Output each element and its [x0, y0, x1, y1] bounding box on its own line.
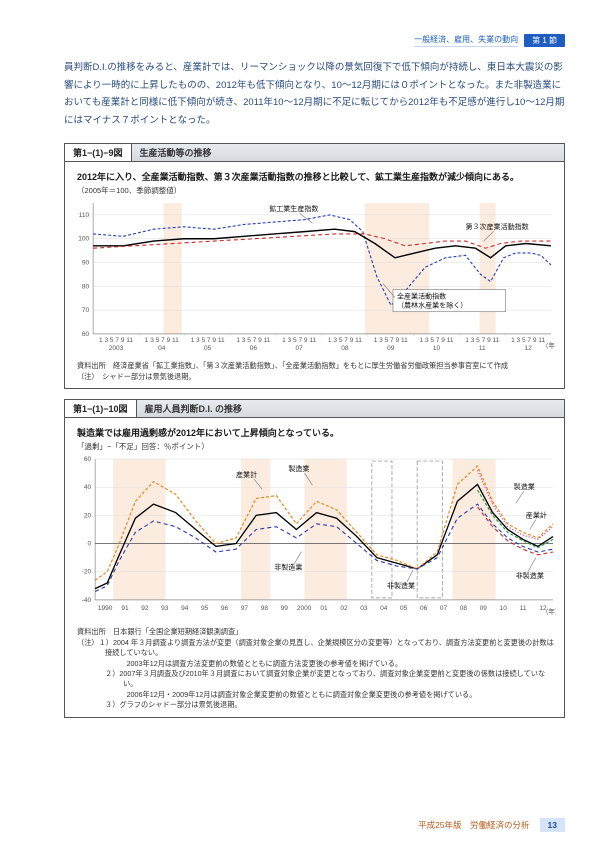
svg-text:（農林水産業を除く）: （農林水産業を除く）	[397, 301, 467, 310]
svg-text:110: 110	[79, 212, 90, 219]
fig1-unit: （2005年＝100、季節調整値）	[77, 185, 556, 196]
svg-text:05: 05	[204, 345, 212, 352]
svg-text:1990: 1990	[98, 605, 113, 612]
fig2-unit: 「過剰」−「不足」回答：％ポイント）	[77, 441, 556, 452]
svg-text:1 3 5 7 9 11: 1 3 5 7 9 11	[465, 337, 499, 344]
fig2-chart: -40-200204060 19909192939495969798992000…	[73, 453, 556, 624]
svg-text:04: 04	[380, 605, 388, 612]
svg-text:03: 03	[360, 605, 368, 612]
svg-text:70: 70	[82, 307, 90, 314]
svg-text:第３次産業活動指数: 第３次産業活動指数	[465, 222, 528, 231]
svg-text:1 3 5 7 9 11: 1 3 5 7 9 11	[328, 337, 362, 344]
svg-text:09: 09	[480, 605, 488, 612]
svg-text:非製造業: 非製造業	[516, 571, 544, 580]
svg-text:96: 96	[221, 605, 229, 612]
svg-text:40: 40	[84, 484, 92, 491]
svg-text:60: 60	[82, 331, 90, 338]
section-badge: 第 1 節	[524, 34, 565, 47]
footer: 平成25年版 労働経済の分析 13	[0, 818, 595, 832]
svg-text:93: 93	[161, 605, 169, 612]
fig1-number: 第1−(1)−9図	[64, 144, 132, 162]
svg-text:92: 92	[141, 605, 149, 612]
svg-text:12: 12	[524, 345, 532, 352]
svg-text:2003: 2003	[109, 345, 124, 352]
svg-text:09: 09	[387, 345, 395, 352]
svg-text:1 3 5 7 9 11: 1 3 5 7 9 11	[419, 337, 453, 344]
svg-text:11: 11	[520, 605, 527, 612]
svg-text:製造業: 製造業	[514, 482, 535, 491]
svg-text:非製造業: 非製造業	[387, 581, 415, 590]
svg-text:05: 05	[400, 605, 408, 612]
fig1-source: 資料出所 経済産業省「鉱工業指数」、「第３次産業活動指数」、「全産業活動指数」を…	[77, 361, 556, 382]
svg-text:60: 60	[84, 456, 92, 463]
fig2-name: 雇用人員判断D.I. の推移	[137, 400, 565, 418]
footer-doc: 平成25年版 労働経済の分析	[418, 819, 529, 831]
svg-text:1 3 5 7 9 11: 1 3 5 7 9 11	[145, 337, 179, 344]
svg-text:鉱工業生産指数: 鉱工業生産指数	[269, 204, 318, 213]
footer-page: 13	[540, 818, 565, 832]
fig1-chart: 60708090100110 20031 3 5 7 9 11041 3 5 7…	[73, 197, 556, 358]
svg-text:90: 90	[82, 260, 90, 267]
svg-text:08: 08	[460, 605, 468, 612]
svg-text:06: 06	[420, 605, 428, 612]
svg-text:1 3 5 7 9 11: 1 3 5 7 9 11	[236, 337, 270, 344]
header-breadcrumb: 一般経済、雇用、失業の動向	[414, 34, 518, 47]
svg-text:07: 07	[296, 345, 304, 352]
fig2-source: 資料出所 日本銀行「全国企業短期経済観測調査」 （注）１）2004 年３月調査よ…	[77, 627, 556, 711]
svg-text:1 3 5 7 9 11: 1 3 5 7 9 11	[511, 337, 545, 344]
svg-text:産業計: 産業計	[526, 511, 547, 520]
svg-text:産業計: 産業計	[236, 470, 257, 479]
svg-text:11: 11	[479, 345, 486, 352]
svg-text:1 3 5 7 9 11: 1 3 5 7 9 11	[282, 337, 316, 344]
svg-text:2000: 2000	[297, 605, 312, 612]
svg-text:1 3 5 7 9 11: 1 3 5 7 9 11	[374, 337, 408, 344]
svg-text:99: 99	[281, 605, 289, 612]
svg-text:0: 0	[87, 541, 91, 548]
header: 一般経済、雇用、失業の動向 第 1 節	[64, 34, 565, 47]
svg-text:10: 10	[500, 605, 508, 612]
svg-text:97: 97	[241, 605, 249, 612]
svg-text:07: 07	[440, 605, 448, 612]
svg-text:製造業: 製造業	[288, 464, 309, 473]
svg-text:10: 10	[433, 345, 441, 352]
fig1-name: 生産活動等の推移	[132, 144, 565, 162]
svg-text:98: 98	[261, 605, 269, 612]
svg-text:-20: -20	[82, 569, 92, 576]
svg-text:（年）: （年）	[542, 607, 556, 616]
fig2-subtitle: 製造業では雇用過剰感が2012年において上昇傾向となっている。	[77, 426, 556, 439]
svg-text:04: 04	[158, 345, 166, 352]
body-paragraph: 員判断D.I.の推移をみると、産業計では、リーマンショック以降の景気回復下で低下…	[64, 59, 565, 129]
svg-text:91: 91	[121, 605, 129, 612]
fig2-number: 第1−(1)−10図	[64, 400, 137, 418]
figure-1: 第1−(1)−9図 生産活動等の推移 2012年に入り、全産業活動指数、第３次産…	[64, 143, 565, 389]
svg-text:95: 95	[201, 605, 209, 612]
svg-text:01: 01	[320, 605, 328, 612]
svg-text:100: 100	[78, 236, 89, 243]
svg-text:-40: -40	[82, 597, 92, 604]
fig1-subtitle: 2012年に入り、全産業活動指数、第３次産業活動指数の推移と比較して、鉱工業生産…	[77, 170, 556, 183]
svg-text:1 3 5 7 9 11: 1 3 5 7 9 11	[191, 337, 225, 344]
svg-text:80: 80	[82, 284, 90, 291]
svg-text:02: 02	[340, 605, 348, 612]
svg-text:94: 94	[181, 605, 189, 612]
figure-2: 第1−(1)−10図 雇用人員判断D.I. の推移 製造業では雇用過剰感が201…	[64, 399, 565, 718]
svg-text:（年・月）: （年・月）	[542, 341, 556, 350]
svg-text:非製造業: 非製造業	[274, 563, 302, 572]
svg-text:08: 08	[341, 345, 349, 352]
svg-text:20: 20	[84, 513, 92, 520]
svg-text:1 3 5 7 9 11: 1 3 5 7 9 11	[99, 337, 133, 344]
svg-text:06: 06	[250, 345, 258, 352]
svg-text:全産業活動指数: 全産業活動指数	[397, 292, 446, 301]
